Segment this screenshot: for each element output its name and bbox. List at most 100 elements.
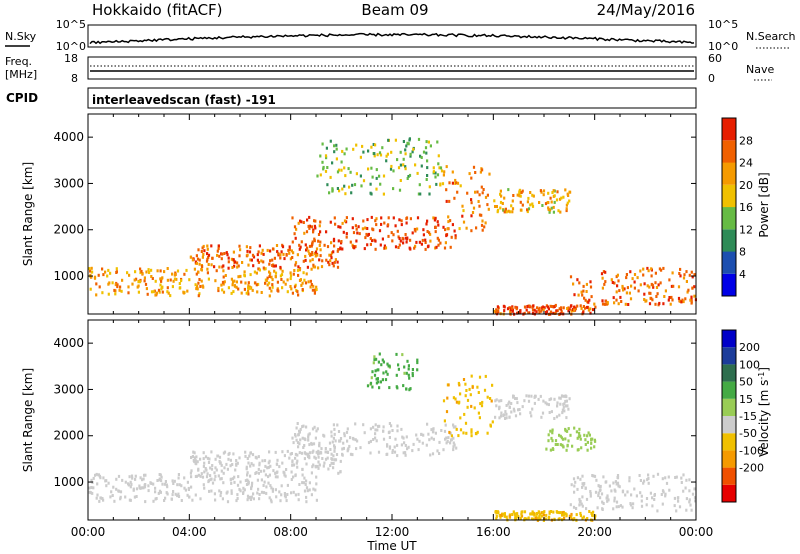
velocity-echo-cell xyxy=(298,442,301,446)
velocity-echo-cell xyxy=(613,488,616,492)
velocity-echo-cell xyxy=(465,431,468,435)
velocity-echo-cell xyxy=(235,462,238,466)
power-echo-cell xyxy=(241,261,244,264)
power-colorbar-tick-label: 4 xyxy=(739,268,746,281)
velocity-echo-cell xyxy=(152,482,155,486)
velocity-echo-cell xyxy=(322,433,325,437)
velocity-echo-cell xyxy=(382,371,385,375)
velocity-echo-cell xyxy=(517,514,520,518)
power-echo-cell xyxy=(527,311,530,315)
power-echo-cell xyxy=(678,272,681,275)
velocity-echo-cell xyxy=(377,424,380,428)
power-echo-cell xyxy=(182,291,185,295)
velocity-echo-cell xyxy=(545,402,549,406)
velocity-echo-cell xyxy=(177,476,180,480)
power-echo-cell xyxy=(476,190,479,194)
power-echo-cell xyxy=(133,278,136,282)
velocity-echo-cell xyxy=(490,399,493,403)
velocity-echo-cell xyxy=(315,429,318,433)
power-echo-cell xyxy=(244,281,247,285)
power-echo-cell xyxy=(397,246,400,249)
power-echo-cell xyxy=(230,291,233,295)
velocity-echo-cell xyxy=(583,482,586,485)
power-echo-cell xyxy=(425,178,428,181)
power-echo-cell xyxy=(373,154,376,158)
power-echo-cell xyxy=(355,227,358,231)
power-echo-cell xyxy=(210,263,213,267)
velocity-echo-cell xyxy=(295,426,298,430)
velocity-echo-cell xyxy=(567,427,570,431)
velocity-echo-cell xyxy=(220,477,223,481)
power-echo-cell xyxy=(317,266,320,270)
velocity-echo-cell xyxy=(194,461,197,465)
velocity-echo-cell xyxy=(296,459,299,463)
velocity-echo-cell xyxy=(662,490,665,494)
velocity-echo-cell xyxy=(677,499,680,503)
velocity-echo-cell xyxy=(258,461,261,465)
power-echo-cell xyxy=(148,271,151,274)
velocity-echo-cell xyxy=(405,371,408,375)
velocity-echo-cell xyxy=(462,378,466,381)
date-title: 24/May/2016 xyxy=(597,1,695,19)
velocity-echo-cell xyxy=(280,484,283,488)
velocity-echo-cell xyxy=(166,492,169,496)
velocity-echo-cell xyxy=(317,460,320,464)
power-echo-cell xyxy=(560,196,563,200)
power-echo-cell xyxy=(445,199,448,203)
velocity-echo-cell xyxy=(297,433,300,437)
velocity-echo-cell xyxy=(572,477,576,481)
velocity-echo-cell xyxy=(489,423,492,427)
velocity-echo-cell xyxy=(222,481,225,485)
velocity-echo-cell xyxy=(154,486,157,490)
power-echo-cell xyxy=(511,199,514,203)
power-echo-cell xyxy=(298,279,302,282)
power-echo-cell xyxy=(453,196,456,200)
velocity-echo-cell xyxy=(664,476,667,480)
velocity-echo-cell xyxy=(503,514,506,518)
power-echo-cell xyxy=(604,299,608,303)
velocity-echo-cell xyxy=(263,459,267,463)
velocity-echo-cell xyxy=(271,489,274,493)
velocity-echo-cell xyxy=(584,443,587,446)
power-echo-cell xyxy=(691,286,694,290)
power-echo-cell xyxy=(406,141,409,145)
velocity-echo-cell xyxy=(417,448,420,452)
power-echo-cell xyxy=(475,226,478,230)
power-echo-cell xyxy=(139,267,142,271)
velocity-colorbar-tick-label: 50 xyxy=(739,376,753,389)
velocity-echo-cell xyxy=(226,467,229,471)
power-echo-cell xyxy=(283,257,286,261)
velocity-y-tick-label: 2000 xyxy=(53,429,84,443)
station-title: Hokkaido (fitACF) xyxy=(92,1,223,19)
noise-left-label: N.Sky xyxy=(5,30,37,43)
velocity-echo-cell xyxy=(133,495,136,499)
velocity-echo-cell xyxy=(616,481,620,485)
velocity-echo-cell xyxy=(587,431,590,435)
power-echo-cell xyxy=(557,209,560,213)
power-echo-cell xyxy=(405,221,408,225)
velocity-echo-cell xyxy=(427,432,430,436)
velocity-echo-cell xyxy=(512,407,515,411)
velocity-echo-cell xyxy=(375,381,378,385)
velocity-echo-cell xyxy=(245,467,248,471)
noise-left-tick-top: 10^5 xyxy=(56,18,86,31)
power-echo-cell xyxy=(167,291,170,295)
velocity-echo-cell xyxy=(430,428,433,432)
power-echo-cell xyxy=(657,283,660,287)
velocity-echo-cell xyxy=(664,492,667,496)
power-echo-cell xyxy=(569,190,572,194)
power-echo-cell xyxy=(560,306,563,310)
velocity-echo-cell xyxy=(260,490,264,494)
power-echo-cell xyxy=(576,304,579,308)
power-echo-cell xyxy=(341,221,344,225)
velocity-echo-marks xyxy=(88,352,697,522)
power-echo-cell xyxy=(583,296,586,300)
power-echo-cell xyxy=(434,225,437,229)
velocity-echo-cell xyxy=(310,441,313,445)
velocity-echo-cell xyxy=(407,373,410,377)
velocity-colorbar-block xyxy=(722,416,736,434)
velocity-echo-cell xyxy=(202,464,205,468)
power-echo-cell xyxy=(206,247,209,251)
velocity-echo-cell xyxy=(332,466,335,470)
